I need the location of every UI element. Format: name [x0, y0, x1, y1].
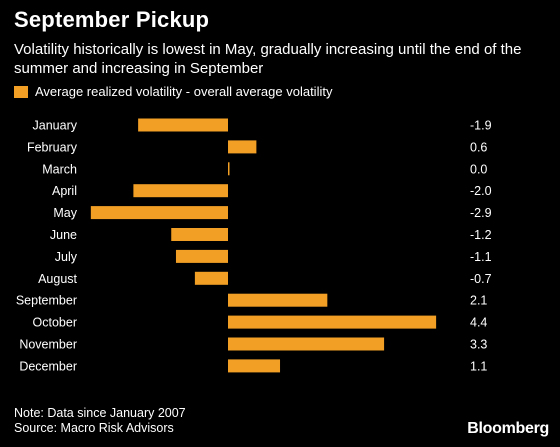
value-label: -1.2 — [470, 228, 492, 242]
category-label: June — [50, 228, 77, 242]
bar — [133, 184, 228, 198]
bar — [228, 359, 281, 373]
bar — [228, 337, 385, 351]
value-label: 2.1 — [470, 294, 487, 308]
bar — [228, 315, 437, 329]
bloomberg-logo: Bloomberg — [467, 420, 549, 437]
bar — [175, 249, 228, 263]
value-label: 1.1 — [470, 359, 487, 373]
value-label: 4.4 — [470, 316, 487, 330]
category-label: January — [33, 119, 78, 133]
chart-subtitle: Volatility historically is lowest in May… — [14, 41, 522, 77]
category-label: September — [16, 294, 77, 308]
bar — [138, 118, 228, 132]
note-text: Note: Data since January 2007 — [14, 406, 186, 420]
bar — [228, 162, 230, 176]
bar — [90, 206, 228, 220]
value-label: 0.6 — [470, 140, 487, 154]
category-label: February — [27, 140, 78, 154]
category-label: November — [19, 338, 77, 352]
category-label: July — [55, 250, 78, 264]
source-text: Source: Macro Risk Advisors — [14, 421, 174, 435]
footnote: Note: Data since January 2007 Source: Ma… — [14, 406, 186, 436]
bar — [194, 271, 228, 285]
value-label: -2.0 — [470, 184, 492, 198]
bar — [228, 140, 257, 154]
category-label: April — [52, 184, 77, 198]
chart-title: September Pickup — [14, 7, 210, 32]
legend: Average realized volatility - overall av… — [14, 84, 332, 99]
category-label: December — [19, 359, 77, 373]
bar — [228, 293, 328, 307]
value-label: 3.3 — [470, 338, 487, 352]
bar — [171, 228, 228, 241]
legend-label: Average realized volatility - overall av… — [35, 84, 333, 99]
category-label: March — [42, 162, 77, 176]
legend-swatch — [14, 85, 28, 98]
value-label: 0.0 — [470, 162, 487, 176]
value-label: -0.7 — [470, 272, 492, 286]
category-label: August — [38, 272, 77, 286]
value-label: -2.9 — [470, 206, 492, 220]
category-label: May — [53, 206, 77, 220]
value-label: -1.1 — [470, 250, 492, 264]
value-label: -1.9 — [470, 119, 492, 133]
category-label: October — [33, 316, 77, 330]
